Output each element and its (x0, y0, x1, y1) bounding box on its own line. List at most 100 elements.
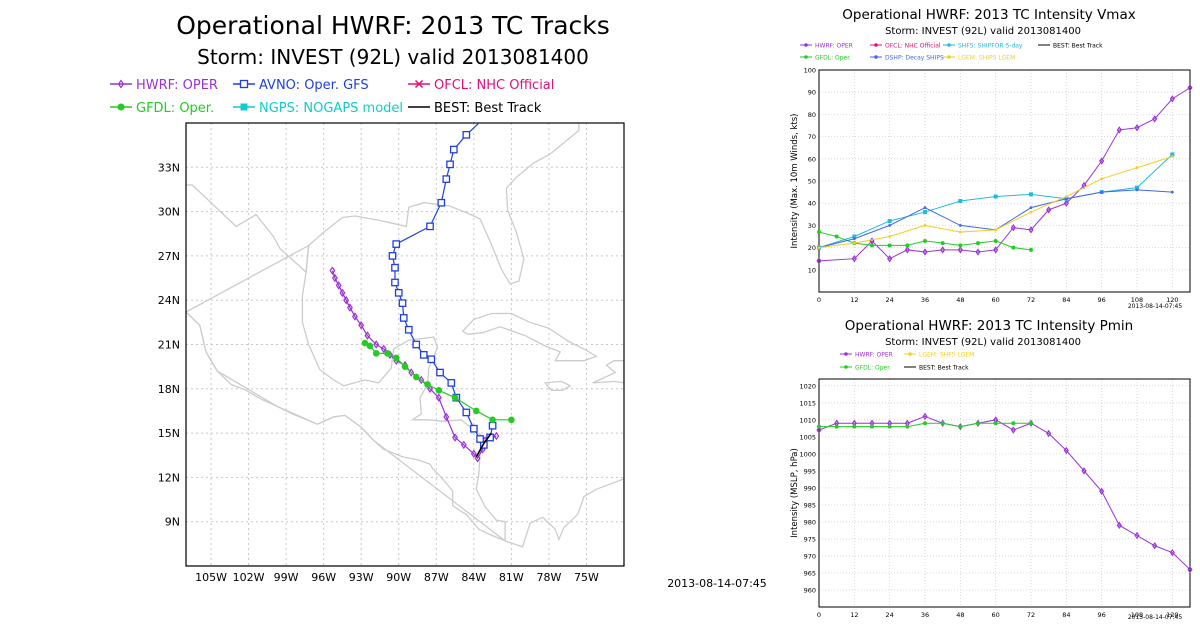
series-point-gfdl (940, 241, 945, 246)
x-tick-label: 96 (1098, 296, 1106, 304)
x-tick-label: 99W (274, 571, 299, 584)
series-point-gfdl (976, 241, 980, 246)
legend-label: GFDL: Oper. (815, 55, 851, 62)
plot-frame (818, 69, 1191, 293)
legend-marker (804, 43, 808, 47)
series-point-hwrf (1116, 126, 1122, 134)
series-point-hwrf (1063, 446, 1069, 455)
series-point-hwrf (1063, 199, 1069, 207)
track-point-gfdl (361, 339, 369, 347)
series-point-hwrf (1152, 115, 1158, 123)
series-point-hwrf (1099, 157, 1105, 165)
series-point-hwrf (1134, 531, 1140, 540)
series-point-hwrf (1081, 467, 1087, 475)
series-point-dshp (1100, 190, 1104, 194)
series-point-gfdl (1029, 421, 1033, 426)
series-point-lgem (888, 235, 892, 238)
track-point-gfdl (489, 416, 496, 424)
y-axis-label: Intensity (MSLP, hPa) (790, 448, 800, 538)
vmax-panel: Operational HWRF: 2013 TC Intensity Vmax… (780, 0, 1200, 311)
x-tick-label: 72 (1027, 296, 1035, 304)
legend: HWRF: OPER AVNO: Oper. GFS OFCL: NHC Offic… (110, 78, 554, 116)
series-point-hwrf (887, 255, 893, 263)
series-point-gfdl (923, 421, 927, 426)
plot-area: 105W 102W 99W 96W 93W 90W 87W 84W 81W 78W 75W 9N 12N… (158, 122, 625, 584)
x-tick-label: 81W (499, 571, 524, 584)
legend: HWRF: OPER LGEM: SHF5 LGEM GFDL: Oper. BEST… (840, 352, 974, 372)
series-point-gfdl (887, 243, 892, 248)
series-point-dshp (923, 206, 927, 210)
track-point-avno (426, 222, 434, 231)
x-tick-label: 12 (850, 296, 858, 304)
y-tick-label: 970 (804, 552, 816, 560)
y-tick-label: 1020 (799, 382, 816, 390)
series-point-gfdl (834, 234, 839, 239)
series-point-dshp (958, 224, 962, 227)
series-point-dshp (852, 237, 856, 241)
y-tick-label: 15N (158, 427, 180, 440)
y-tick-label: 12N (158, 471, 180, 484)
legend-label: NGPS: NOGAPS model (259, 101, 403, 116)
plot-area: 0 12 24 36 48 60 72 84 96 108 120 10 20 30 40 50 60 70 80 9… (790, 67, 1193, 304)
coastline-3 (461, 312, 599, 362)
legend-label: HWRF: OPER (136, 78, 218, 93)
track-point-avno (462, 408, 471, 417)
track-point-hwrf (339, 288, 346, 298)
x-tick-label: 72 (1027, 611, 1035, 619)
track-point-avno (399, 314, 408, 322)
series-point-hwrf (1116, 521, 1122, 529)
y-tick-label: 33N (158, 161, 180, 174)
track-point-gfdl (508, 416, 515, 424)
track-line-avno (391, 123, 494, 446)
legend-label: GFDL: Oper. (855, 365, 891, 372)
pmin-panel: Operational HWRF: 2013 TC Intensity Pmin… (780, 311, 1200, 622)
y-tick-label: 975 (804, 535, 816, 543)
track-point-gfdl (435, 386, 443, 394)
track-point-hwrf (493, 431, 500, 441)
track-point-gfdl (372, 350, 380, 357)
track-line-best (475, 432, 492, 458)
series-point-gfdl (923, 238, 927, 243)
plot-frame (185, 122, 625, 567)
y-tick-label: 1015 (799, 399, 816, 407)
series-point-gfdl (958, 424, 963, 429)
track-point-hwrf (335, 281, 342, 290)
track-point-avno (412, 340, 421, 349)
y-tick-label: 40 (808, 200, 816, 208)
track-point-gfdl (412, 373, 420, 381)
series-point-dshp (1029, 206, 1033, 210)
series-point-gfdl (1011, 245, 1016, 250)
track-point-avno (469, 424, 478, 433)
track-map-panel: Operational HWRF: 2013 TC Tracks Storm: … (110, 11, 767, 590)
legend-label: AVNO: Oper. GFS (259, 78, 369, 93)
legend-marker (908, 352, 912, 356)
series-point-hwrf (922, 248, 928, 256)
series-point-lgem (1029, 210, 1033, 214)
track-point-hwrf (380, 344, 387, 354)
series-point-shf5 (993, 194, 998, 199)
x-tick-label: 24 (886, 611, 894, 619)
track-point-avno (427, 355, 436, 364)
coastline-4 (543, 380, 572, 391)
x-tick-label: 48 (956, 296, 964, 304)
y-tick-label: 1005 (799, 433, 816, 441)
track-point-avno (391, 263, 399, 272)
legend-marker (844, 365, 848, 369)
y-tick-label: 20 (808, 244, 816, 252)
track-point-hwrf (427, 384, 434, 394)
y-tick-label: 10 (808, 266, 816, 274)
track-point-hwrf (443, 412, 450, 422)
track-point-avno (391, 278, 399, 287)
series-point-lgem (1064, 195, 1068, 198)
series-point-hwrf (1152, 542, 1158, 550)
series-point-hwrf (1046, 429, 1052, 438)
legend-label: BEST: Best Track (919, 365, 969, 372)
series-point-lgem (1170, 155, 1174, 158)
series-point-lgem (958, 230, 962, 234)
x-tick-label: 36 (921, 611, 929, 619)
x-tick-label: 105W (195, 571, 227, 584)
track-point-avno (442, 175, 451, 183)
series-point-hwrf (975, 248, 981, 256)
legend-label: LGEM: SHF5 LGEM (919, 352, 974, 359)
series-point-hwrf (1010, 223, 1016, 232)
